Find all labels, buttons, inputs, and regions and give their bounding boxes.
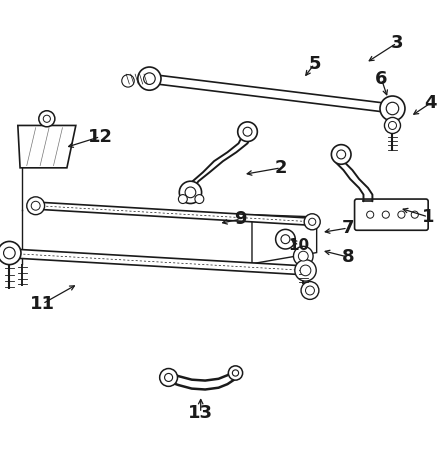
Text: 12: 12 [88,127,113,146]
Circle shape [160,369,178,386]
Circle shape [4,247,15,259]
FancyBboxPatch shape [355,199,428,230]
Circle shape [39,111,55,127]
Circle shape [295,260,316,281]
Circle shape [228,366,243,380]
Text: 11: 11 [30,295,55,313]
Polygon shape [18,126,76,168]
Text: 1: 1 [422,208,434,226]
Circle shape [276,229,295,249]
Circle shape [382,211,389,218]
Circle shape [386,102,399,115]
Text: 8: 8 [342,248,354,266]
Circle shape [144,73,155,85]
Circle shape [165,373,173,381]
Circle shape [122,74,134,87]
Text: 6: 6 [375,70,388,87]
Text: 3: 3 [391,34,403,52]
Circle shape [300,265,311,276]
Circle shape [337,150,346,159]
Text: 4: 4 [424,94,437,112]
Text: 9: 9 [235,210,247,228]
Polygon shape [19,249,306,275]
Circle shape [384,118,401,133]
Text: 5: 5 [308,55,321,73]
Circle shape [301,282,319,299]
Circle shape [309,218,316,226]
Circle shape [238,122,257,141]
Circle shape [27,197,45,215]
Circle shape [43,115,50,122]
Polygon shape [149,74,393,113]
Circle shape [243,127,252,136]
Circle shape [388,121,396,129]
Circle shape [331,145,351,164]
Polygon shape [252,215,317,264]
Circle shape [179,181,202,204]
Circle shape [31,201,40,210]
Circle shape [138,67,161,90]
Text: 2: 2 [275,159,287,177]
Circle shape [367,211,374,218]
Circle shape [0,241,21,265]
Circle shape [306,286,314,295]
Circle shape [411,211,418,218]
Circle shape [185,187,196,198]
Text: 13: 13 [188,404,213,422]
Text: 10: 10 [288,239,310,253]
Circle shape [293,246,313,266]
Polygon shape [38,202,312,226]
Circle shape [298,251,308,261]
Circle shape [398,211,405,218]
Text: 7: 7 [342,219,354,237]
Circle shape [232,370,239,376]
Circle shape [281,235,290,244]
Circle shape [195,194,204,204]
Circle shape [178,194,187,204]
Circle shape [304,214,320,230]
Circle shape [380,96,405,121]
